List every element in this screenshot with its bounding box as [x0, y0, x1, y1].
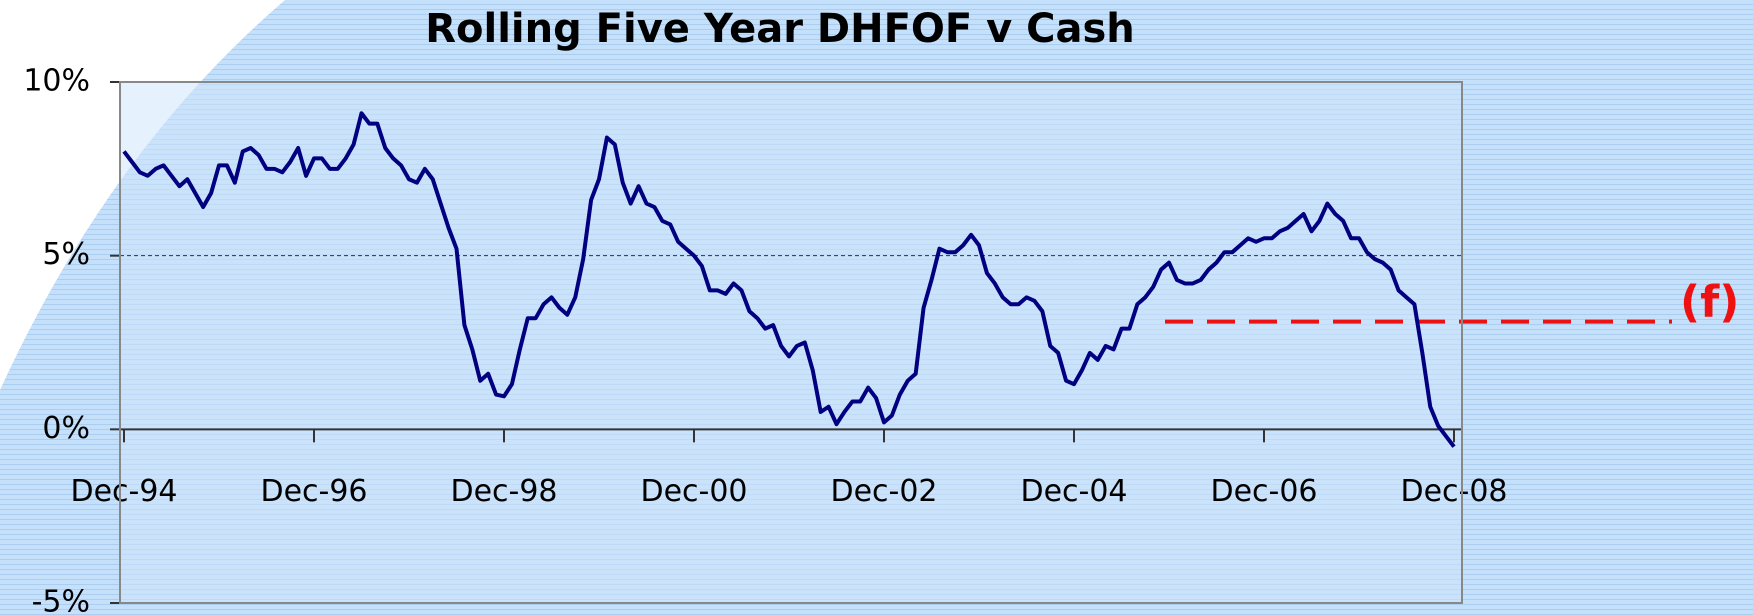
x-tick-label: Dec-04: [1020, 474, 1127, 509]
x-tick-label: Dec-00: [640, 474, 747, 509]
y-tick-label: 5%: [42, 237, 90, 272]
plot: -5% 0% 5% 10% Dec-94 Dec-96 Dec-98 Dec-00 Dec-02…: [23, 64, 1739, 615]
x-tick-label: Dec-02: [830, 474, 937, 509]
background-curve: [0, 0, 285, 390]
y-tick-label: 0%: [42, 411, 90, 446]
x-tick-label: Dec-98: [450, 474, 557, 509]
plot-border: [119, 81, 1463, 604]
x-tick-label: Dec-08: [1400, 474, 1507, 509]
plot-area: [120, 82, 1462, 603]
x-tick-label: Dec-06: [1210, 474, 1317, 509]
data-line: [122, 111, 1456, 448]
y-tick-label: 10%: [23, 64, 90, 99]
chart-title: Rolling Five Year DHFOF v Cash: [425, 6, 1135, 52]
reference-label: (f): [1680, 277, 1739, 328]
x-tick-label: Dec-94: [70, 474, 177, 509]
y-tick-label: -5%: [32, 585, 90, 615]
x-tick-label: Dec-96: [260, 474, 367, 509]
